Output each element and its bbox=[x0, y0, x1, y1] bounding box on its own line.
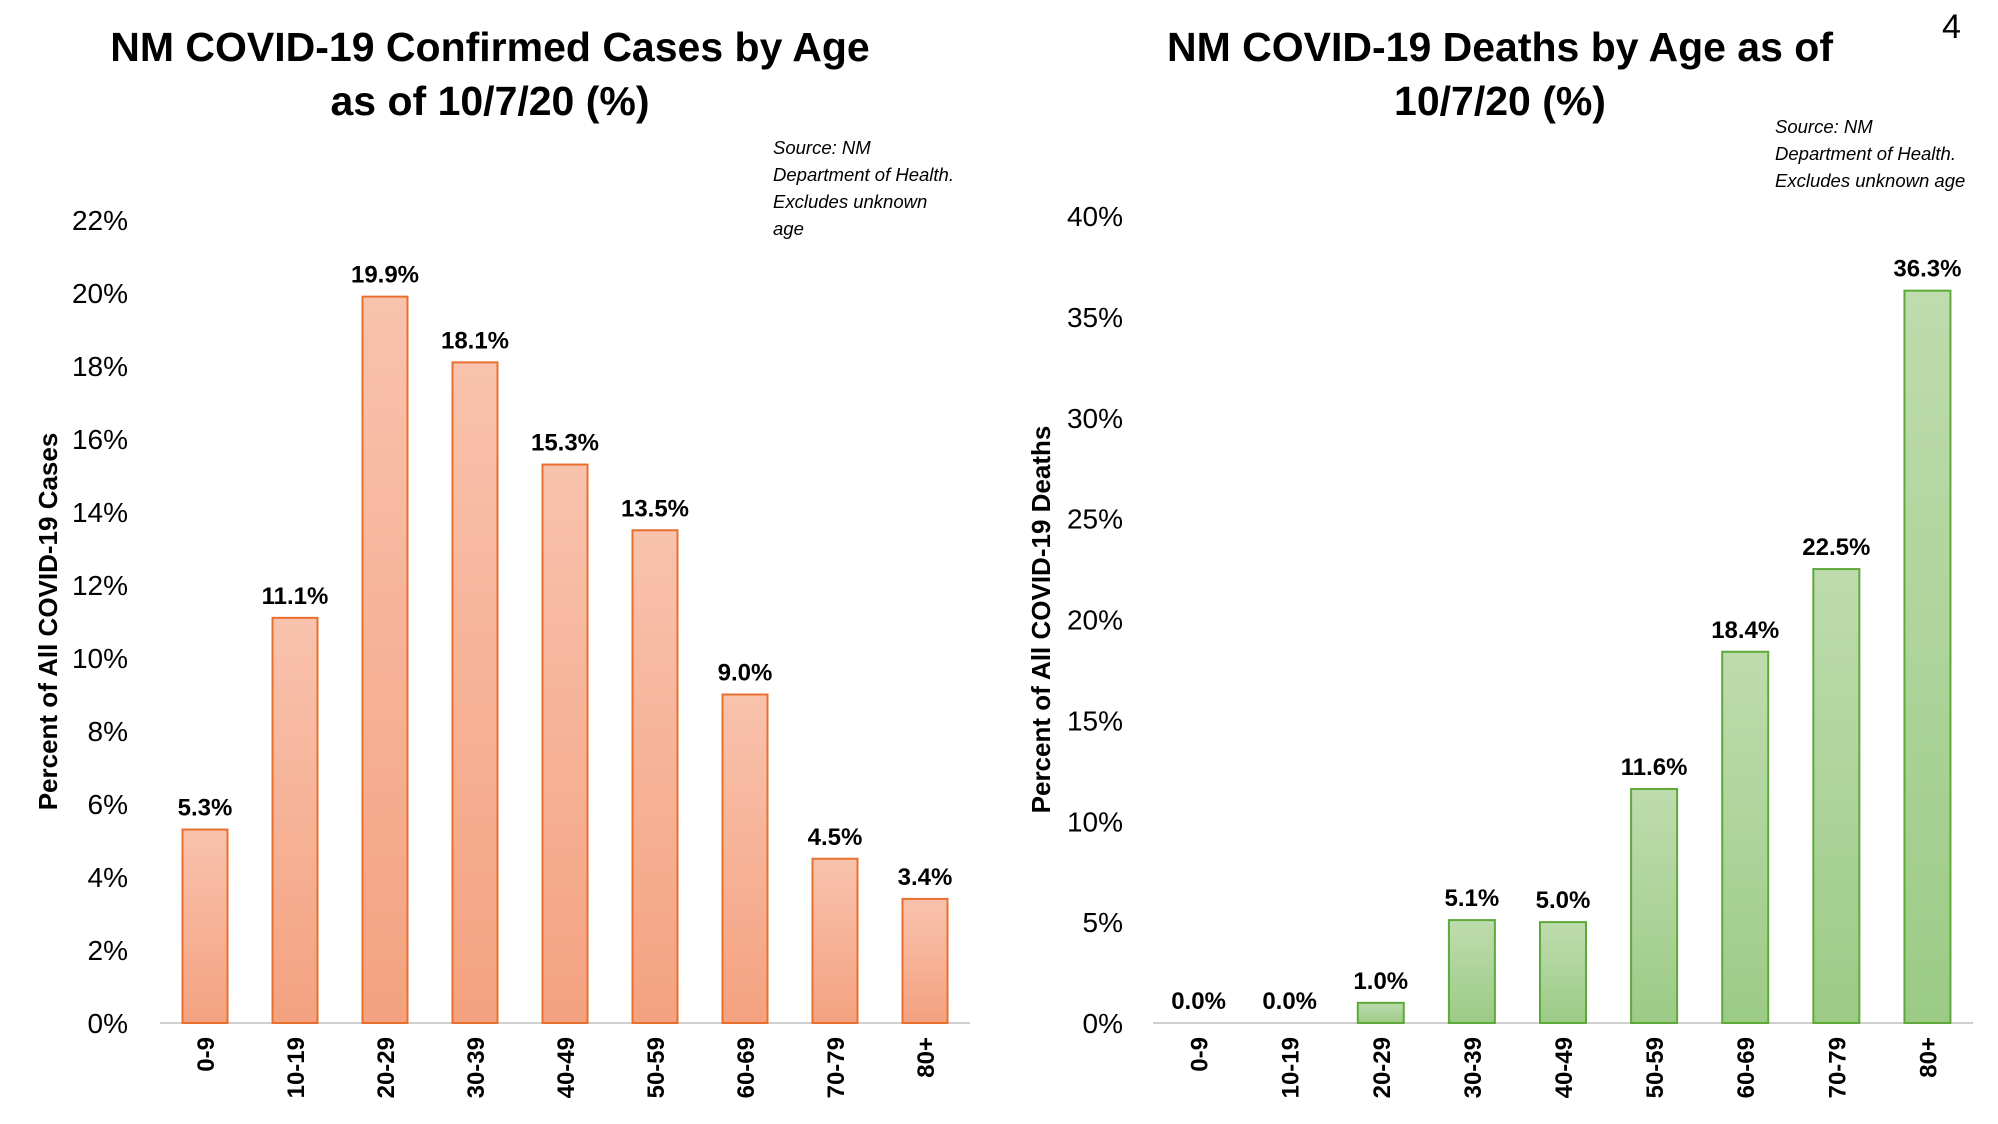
y-tick-label: 5% bbox=[1083, 907, 1123, 938]
deaths-source-line: Source: NM bbox=[1775, 116, 1873, 137]
y-tick-label: 16% bbox=[72, 424, 128, 455]
bar-60-69 bbox=[1721, 650, 1770, 1025]
data-label: 0.0% bbox=[1262, 988, 1317, 1015]
cases-title-line-1: NM COVID-19 Confirmed Cases by Age bbox=[110, 24, 870, 70]
y-tick-label: 10% bbox=[72, 643, 128, 674]
y-tick-label: 20% bbox=[72, 278, 128, 309]
x-tick-label: 80+ bbox=[1915, 1037, 1942, 1078]
x-tick-label: 60-69 bbox=[1733, 1037, 1760, 1098]
data-label: 22.5% bbox=[1802, 534, 1870, 561]
x-tick-label: 60-69 bbox=[733, 1037, 760, 1098]
x-tick-label: 80+ bbox=[913, 1037, 940, 1078]
y-tick-label: 30% bbox=[1067, 403, 1123, 434]
y-tick-label: 12% bbox=[72, 570, 128, 601]
bar-20-29 bbox=[1356, 1001, 1405, 1025]
data-label: 0.0% bbox=[1171, 988, 1226, 1015]
data-label: 18.4% bbox=[1711, 617, 1779, 644]
data-label: 5.0% bbox=[1536, 887, 1591, 914]
data-label: 11.1% bbox=[262, 583, 329, 610]
y-tick-label: 14% bbox=[72, 497, 128, 528]
deaths-source-note: Source: NM Department of Health. Exclude… bbox=[1775, 113, 1990, 194]
data-label: 11.6% bbox=[1621, 754, 1688, 781]
bar-70-79 bbox=[1812, 568, 1861, 1024]
x-tick-label: 20-29 bbox=[1369, 1037, 1396, 1098]
bar-50-59 bbox=[631, 529, 679, 1024]
data-label: 5.3% bbox=[178, 795, 233, 822]
cases-source-line: Source: NM bbox=[773, 137, 871, 158]
x-tick-label: 20-29 bbox=[373, 1037, 400, 1098]
y-tick-label: 0% bbox=[88, 1008, 128, 1039]
y-tick-label: 2% bbox=[88, 935, 128, 966]
data-label: 5.1% bbox=[1445, 885, 1500, 912]
y-tick-label: 22% bbox=[72, 205, 128, 236]
y-tick-label: 40% bbox=[1067, 201, 1123, 232]
data-label: 18.1% bbox=[441, 327, 509, 354]
y-tick-label: 8% bbox=[88, 716, 128, 747]
data-label: 1.0% bbox=[1353, 968, 1408, 995]
x-tick-label: 50-59 bbox=[1642, 1037, 1669, 1098]
data-label: 4.5% bbox=[808, 824, 863, 851]
bar-30-39 bbox=[1447, 919, 1496, 1024]
cases-source-line: Excludes unknown bbox=[773, 191, 928, 212]
bar-0-9 bbox=[181, 828, 229, 1024]
data-label: 15.3% bbox=[531, 430, 599, 457]
x-tick-label: 40-49 bbox=[553, 1037, 580, 1098]
y-tick-label: 18% bbox=[72, 351, 128, 382]
deaths-source-line: Excludes unknown age bbox=[1775, 170, 1966, 191]
cases-source-note: Source: NM Department of Health. Exclude… bbox=[773, 134, 983, 242]
x-tick-label: 50-59 bbox=[643, 1037, 670, 1098]
y-tick-label: 25% bbox=[1067, 504, 1123, 535]
bar-80+ bbox=[1903, 289, 1952, 1024]
deaths-title-line-1: NM COVID-19 Deaths by Age as of bbox=[1166, 24, 1833, 70]
data-label: 3.4% bbox=[898, 864, 953, 891]
data-label: 9.0% bbox=[718, 660, 773, 687]
page-number: 4 bbox=[1942, 8, 1961, 46]
x-tick-label: 0-9 bbox=[1187, 1037, 1214, 1072]
y-tick-label: 0% bbox=[1083, 1008, 1123, 1039]
data-label: 36.3% bbox=[1893, 256, 1961, 283]
x-tick-label: 30-39 bbox=[1460, 1037, 1487, 1098]
bar-70-79 bbox=[811, 857, 859, 1024]
bar-80+ bbox=[901, 897, 949, 1025]
y-tick-label: 15% bbox=[1067, 705, 1123, 736]
x-tick-label: 70-79 bbox=[823, 1037, 850, 1098]
x-tick-label: 0-9 bbox=[193, 1037, 220, 1072]
bar-40-49 bbox=[1539, 921, 1587, 1024]
y-tick-label: 10% bbox=[1067, 806, 1123, 837]
deaths-title-line-2: 10/7/20 (%) bbox=[1394, 78, 1606, 124]
y-tick-label: 6% bbox=[88, 789, 128, 820]
data-label: 19.9% bbox=[351, 262, 419, 289]
bar-30-39 bbox=[451, 361, 499, 1025]
cases-source-line: age bbox=[773, 218, 804, 239]
x-tick-label: 10-19 bbox=[1278, 1037, 1305, 1098]
bar-40-49 bbox=[541, 463, 589, 1024]
y-axis-label: Percent of All COVID-19 Deaths bbox=[1026, 426, 1056, 814]
bar-50-59 bbox=[1630, 787, 1679, 1024]
cases-title-line-2: as of 10/7/20 (%) bbox=[330, 78, 650, 124]
y-tick-label: 4% bbox=[88, 862, 128, 893]
data-label: 13.5% bbox=[621, 495, 689, 522]
bar-20-29 bbox=[361, 295, 409, 1024]
deaths-chart-title: NM COVID-19 Deaths by Age as of 10/7/20 … bbox=[1090, 20, 1910, 128]
deaths-source-line: Department of Health. bbox=[1775, 143, 1956, 164]
y-axis-label: Percent of All COVID-19 Cases bbox=[33, 433, 63, 811]
cases-chart-title: NM COVID-19 Confirmed Cases by Age as of… bbox=[60, 20, 920, 128]
y-tick-label: 35% bbox=[1067, 302, 1123, 333]
x-tick-label: 10-19 bbox=[283, 1037, 310, 1098]
x-tick-label: 30-39 bbox=[463, 1037, 490, 1098]
cases-source-line: Department of Health. bbox=[773, 164, 954, 185]
x-tick-label: 40-49 bbox=[1551, 1037, 1578, 1098]
y-tick-label: 20% bbox=[1067, 605, 1123, 636]
bar-60-69 bbox=[721, 693, 769, 1024]
x-tick-label: 70-79 bbox=[1824, 1037, 1851, 1098]
bar-10-19 bbox=[271, 616, 319, 1024]
